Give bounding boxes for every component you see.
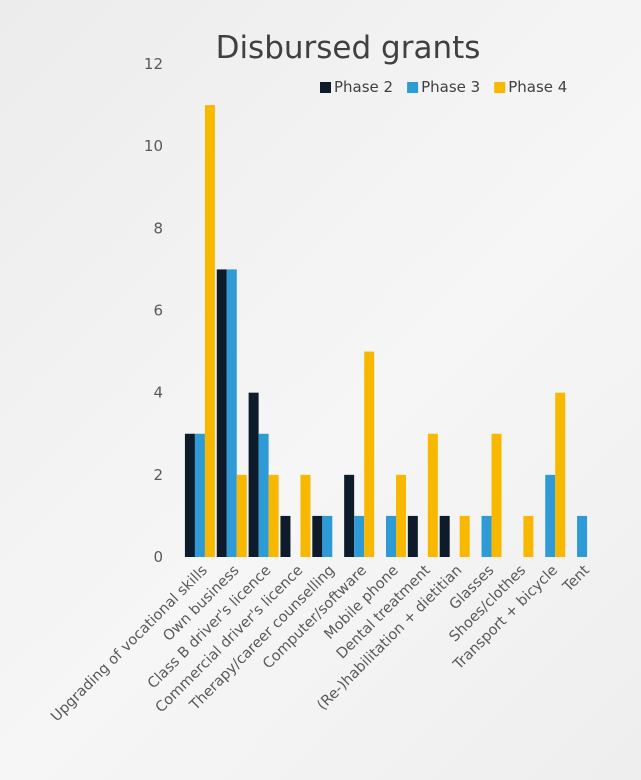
chart-title: Disbursed grants <box>216 30 481 66</box>
bar-phase-2-dental-treatment <box>407 515 418 557</box>
bar-phase-3-glasses <box>481 515 492 557</box>
bar-phase-3-own-business <box>226 269 237 557</box>
bar-phase-4-class-b-driver-s-licence <box>268 474 279 557</box>
y-tick-label-8: 8 <box>153 219 163 237</box>
bar-phase-4-shoes-clothes <box>523 515 534 557</box>
y-tick-label-6: 6 <box>153 302 163 320</box>
y-tick-label-10: 10 <box>144 137 163 155</box>
bar-phase-2-re-habilitation-dietitian <box>439 515 450 557</box>
x-tick-label-tent: Tent <box>560 562 594 596</box>
legend: Phase 2 Phase 3 Phase 4 <box>320 78 567 96</box>
bar-phase-2-therapy-career-counselling <box>312 515 323 557</box>
bar-phase-4-re-habilitation-dietitian <box>459 515 470 557</box>
bar-phase-3-class-b-driver-s-licence <box>258 433 269 557</box>
bar-phase-4-computer-software <box>364 351 375 557</box>
bar-phase-4-mobile-phone <box>396 474 406 557</box>
bar-phase-4-dental-treatment <box>427 433 438 557</box>
bars <box>184 105 588 557</box>
y-tick-label-2: 2 <box>153 466 163 484</box>
bar-phase-3-upgrading-of-vocational-skills <box>194 433 205 557</box>
bar-phase-2-upgrading-of-vocational-skills <box>184 433 195 557</box>
y-tick-label-12: 12 <box>144 55 163 73</box>
y-tick-label-0: 0 <box>153 548 163 566</box>
bar-phase-3-tent <box>577 515 588 557</box>
bar-phase-3-mobile-phone <box>386 515 396 557</box>
legend-label-phase-3: Phase 3 <box>421 78 480 96</box>
legend-swatch-phase-4 <box>494 82 506 93</box>
legend-label-phase-4: Phase 4 <box>508 78 567 96</box>
legend-label-phase-2: Phase 2 <box>334 78 393 96</box>
bar-phase-4-glasses <box>491 433 502 557</box>
bar-phase-4-upgrading-of-vocational-skills <box>204 105 215 557</box>
bar-phase-3-transport-bicycle <box>545 474 556 557</box>
x-tick-label-class-b-driver-s-licence: Class B driver's licence <box>145 562 275 692</box>
bar-phase-2-computer-software <box>344 474 355 557</box>
legend-swatch-phase-2 <box>320 82 331 93</box>
legend-swatch-phase-3 <box>407 82 419 93</box>
bar-phase-2-own-business <box>216 269 227 557</box>
bar-phase-2-class-b-driver-s-licence <box>248 392 259 557</box>
bar-phase-4-commercial-driver-s-licence <box>300 474 311 557</box>
y-axis: 0 2 4 6 8 10 12 <box>144 55 163 566</box>
bar-phase-4-transport-bicycle <box>555 392 566 557</box>
bar-phase-3-computer-software <box>354 515 365 557</box>
bar-phase-2-commercial-driver-s-licence <box>280 515 291 557</box>
y-tick-label-4: 4 <box>153 384 163 402</box>
bar-phase-4-own-business <box>236 474 247 557</box>
bar-phase-3-therapy-career-counselling <box>322 515 333 557</box>
